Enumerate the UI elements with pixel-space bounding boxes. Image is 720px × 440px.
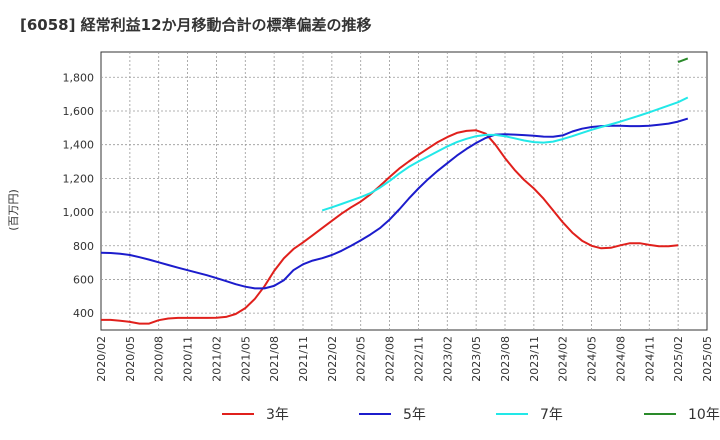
x-tick-label: 2024/05: [586, 336, 599, 382]
chart-title: [6058] 経常利益12か月移動合計の標準偏差の推移: [20, 16, 372, 34]
legend-label-1: 3年: [266, 407, 289, 423]
x-tick-label: 2024/02: [557, 336, 570, 382]
plot-area: 2020/02 2020/05 2020/08 2020/11 2021/02 2021/…: [63, 51, 714, 382]
series-line-4: [677, 57, 689, 64]
series-line-1: [101, 129, 679, 325]
x-tick-label: 2022/08: [384, 336, 397, 382]
y-tick-label: 400: [73, 307, 94, 320]
y-tick-label: 600: [73, 273, 94, 286]
x-tick-label: 2023/08: [499, 336, 512, 382]
x-tick-label: 2020/11: [182, 336, 195, 382]
x-tick-label: 2020/05: [124, 336, 137, 382]
x-tick-label: 2023/05: [470, 336, 483, 382]
legend: 3年 5年 7年 10年: [222, 407, 720, 423]
legend-label-3: 7年: [540, 407, 563, 423]
series-line-2: [100, 117, 689, 290]
x-tick-label: 2021/02: [210, 336, 223, 382]
x-tick-label: 2023/02: [441, 336, 454, 382]
x-tick-label: 2024/11: [643, 336, 656, 382]
x-tick-label: 2020/02: [95, 336, 108, 382]
plot-frame: [100, 51, 708, 331]
x-tick-label: 2021/05: [239, 336, 252, 382]
y-tick-label: 1,600: [63, 105, 95, 118]
y-tick-label: 1,400: [63, 139, 95, 152]
x-tick-label: 2021/11: [297, 336, 310, 382]
x-tick-label: 2021/08: [268, 336, 281, 382]
y-axis-label: (百万円): [7, 189, 20, 231]
x-tick-label: 2022/11: [412, 336, 425, 382]
series-line-3: [321, 96, 689, 212]
x-tick-label: 2022/02: [326, 336, 339, 382]
x-tick-label: 2025/05: [701, 336, 714, 382]
x-tick-label: 2023/11: [528, 336, 541, 382]
legend-label-4: 10年: [688, 407, 720, 423]
x-tick-label: 2022/05: [355, 336, 368, 382]
x-tick-label: 2025/02: [672, 336, 685, 382]
x-tick-label: 2024/08: [614, 336, 627, 382]
y-tick-label: 800: [73, 240, 94, 253]
y-tick-label: 1,200: [63, 172, 95, 185]
y-tick-label: 1,000: [63, 206, 95, 219]
legend-label-2: 5年: [403, 407, 426, 423]
x-tick-label: 2020/08: [153, 336, 166, 382]
y-tick-label: 1,800: [63, 71, 95, 84]
